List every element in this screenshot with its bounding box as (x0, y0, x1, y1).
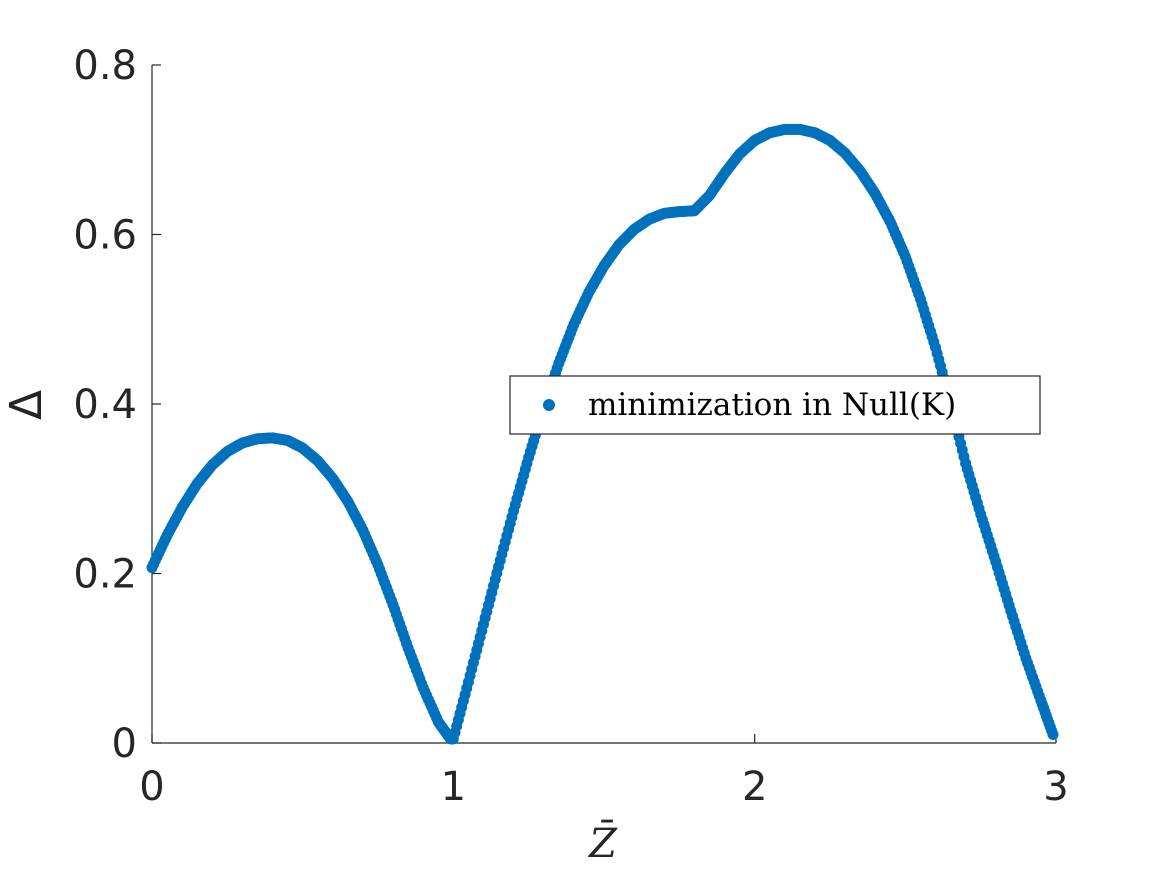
x-tick-label: 1 (441, 764, 466, 810)
y-tick-label: 0.8 (73, 43, 137, 89)
data-point (1047, 729, 1059, 741)
y-axis-label: Δ (1, 390, 52, 420)
y-tick-label: 0.6 (73, 213, 137, 259)
x-tick-label: 0 (139, 764, 164, 810)
y-tick-label: 0 (112, 721, 137, 767)
y-tick-label: 0.4 (73, 382, 137, 428)
legend-box (509, 375, 1041, 435)
x-axis-label: Z̄ (587, 820, 618, 867)
x-tick-label: 3 (1043, 764, 1068, 810)
legend-label: minimization in Null(K) (588, 387, 956, 423)
x-tick-label: 2 (742, 764, 767, 810)
y-tick-label: 0.2 (73, 552, 137, 598)
ticks: 0 1 2 3 0 0.2 0.4 0.6 0.8 (73, 43, 1068, 810)
legend-marker (543, 399, 555, 411)
legend: minimization in Null(K) (509, 375, 1041, 435)
